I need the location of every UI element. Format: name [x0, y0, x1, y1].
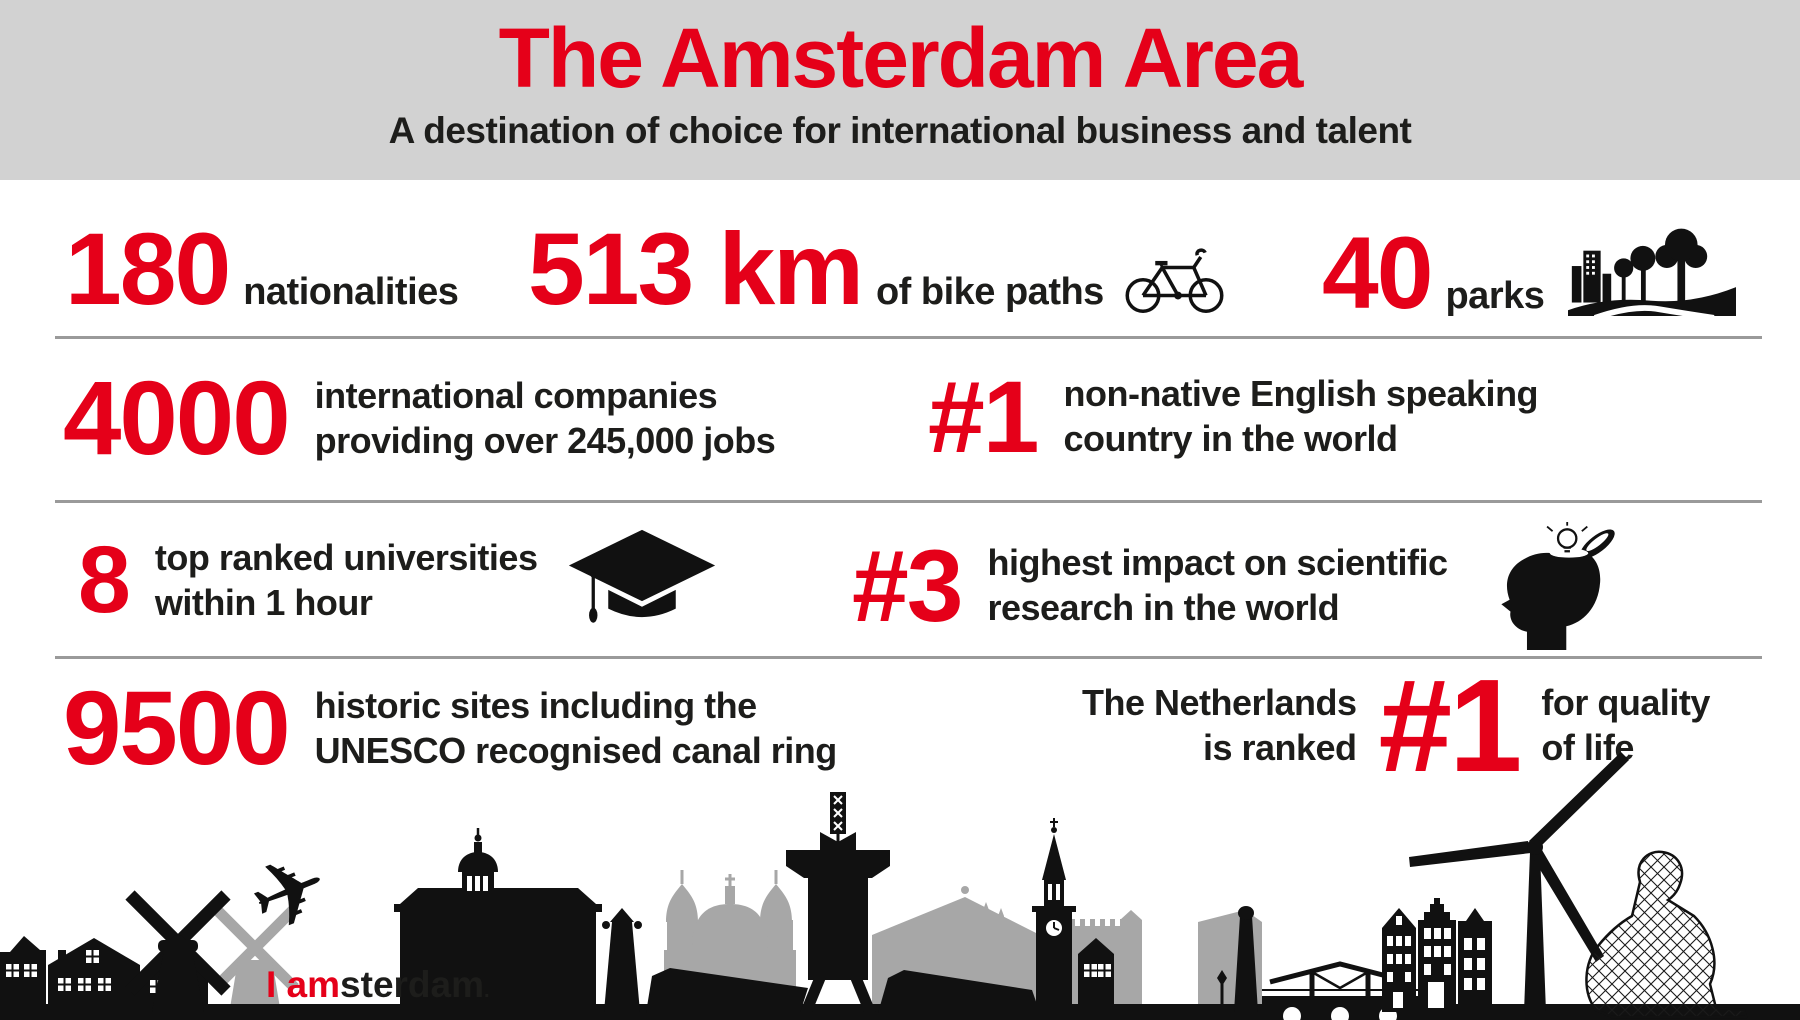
stat-companies-text: international companies providing over 2…	[315, 374, 776, 463]
stat-quality-rank-value: #1	[1378, 652, 1523, 799]
stat-companies-value: 4000	[63, 360, 291, 477]
obelisk-icon	[602, 908, 642, 1012]
canal-houses-icon	[1382, 898, 1492, 1012]
divider-3	[55, 656, 1762, 659]
stat-universities-value: 8	[78, 527, 131, 633]
royal-palace-icon	[394, 828, 602, 1012]
stat-research-line1: highest impact on scientific	[987, 542, 1448, 584]
xxx-flag-tower-icon	[786, 792, 890, 1012]
stat-universities-line1: top ranked universities	[154, 536, 538, 578]
gabled-house-icon	[1078, 938, 1114, 1012]
stat-universities-text: top ranked universities within 1 hour	[155, 536, 538, 625]
stat-nationalities-value: 180	[65, 212, 231, 326]
stat-universities: 8 top ranked universities within 1 hour	[78, 528, 717, 633]
bicycle-icon	[1122, 240, 1227, 321]
stat-historic-sites-value: 9500	[63, 670, 291, 787]
divider-2	[55, 500, 1762, 503]
stat-english-rank: #1 non-native English speaking country i…	[928, 360, 1539, 474]
stat-parks: 40 parks	[1322, 218, 1737, 324]
stat-bike-paths: 513 km of bike paths	[528, 218, 1227, 321]
divider-1	[55, 336, 1762, 339]
skyline-black-layer: ✈	[0, 752, 1748, 1019]
black-windmill-icon	[125, 890, 231, 1012]
stat-quality-pre-text: The Netherlands is ranked	[1082, 681, 1357, 770]
stat-research-line2: research in the world	[987, 587, 1340, 628]
stat-quality-of-life: The Netherlands is ranked #1 for quality…	[1082, 660, 1710, 792]
stat-research-value: #3	[852, 529, 963, 643]
stat-english-text: non-native English speaking country in t…	[1063, 372, 1538, 461]
stat-bike-paths-value: 513 km	[528, 212, 864, 326]
stat-english-line1: non-native English speaking	[1063, 373, 1539, 415]
stat-quality-pre-line1: The Netherlands	[1082, 682, 1357, 724]
street-lamp-icon	[1217, 970, 1227, 1010]
far-left-house-icon	[0, 936, 46, 1010]
stat-historic-sites: 9500 historic sites including the UNESCO…	[63, 676, 837, 781]
wind-turbine-icon	[1409, 752, 1629, 1012]
column-icon	[1234, 906, 1258, 1012]
stat-parks-value: 40	[1322, 216, 1433, 330]
stat-companies-line1: international companies	[314, 374, 718, 416]
stat-research-text: highest impact on scientific research in…	[987, 541, 1448, 630]
logo-prefix: I am	[266, 964, 341, 1005]
stat-nationalities-label: nationalities	[243, 271, 459, 313]
page-subtitle: A destination of choice for internationa…	[388, 110, 1412, 151]
stat-nationalities: 180 nationalities	[65, 218, 459, 320]
stat-historic-sites-text: historic sites including the UNESCO reco…	[314, 684, 838, 773]
stat-research: #3 highest impact on scientific research…	[852, 522, 1618, 650]
stat-historic-sites-line2: UNESCO recognised canal ring	[314, 729, 838, 771]
open-head-lightbulb-icon	[1478, 522, 1618, 650]
header-band: The Amsterdam Area A destination of choi…	[0, 0, 1800, 180]
canal-boats-icon	[646, 968, 1040, 1013]
stat-quality-post-line1: for quality	[1541, 682, 1710, 724]
page-title: The Amsterdam Area	[498, 11, 1304, 105]
stat-universities-line2: within 1 hour	[154, 581, 373, 623]
park-icon	[1568, 218, 1737, 321]
stat-companies-line2: providing over 245,000 jobs	[314, 419, 776, 461]
stat-bike-paths-label: of bike paths	[875, 271, 1104, 313]
stat-english-line2: country in the world	[1063, 418, 1398, 459]
stat-parks-label: parks	[1445, 275, 1545, 317]
stat-quality-pre-line2: is ranked	[1202, 727, 1357, 768]
stat-companies: 4000 international companies providing o…	[63, 360, 776, 477]
stat-english-rank-value: #1	[928, 360, 1039, 474]
amsterdam-skyline-silhouette: ✈	[0, 752, 1800, 1020]
stat-quality-post-text: for quality of life	[1541, 681, 1710, 770]
stat-historic-sites-line1: historic sites including the	[314, 684, 758, 726]
graduation-cap-icon	[567, 528, 717, 633]
i-amsterdam-logo: I amsterdam.	[266, 966, 490, 1003]
logo-mark: .	[484, 980, 490, 1002]
clock-tower-icon	[1032, 818, 1076, 1012]
wireframe-sculpture-icon	[1585, 850, 1748, 1019]
logo-suffix: sterdam	[340, 964, 484, 1005]
